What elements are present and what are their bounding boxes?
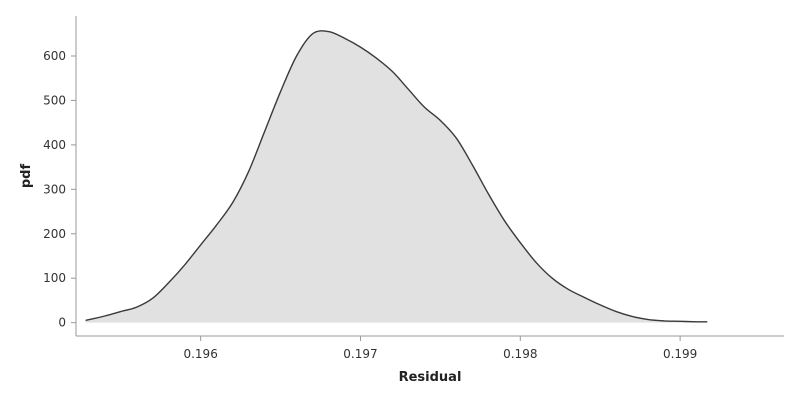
y-tick-label: 0 xyxy=(58,316,66,330)
density-area-fill xyxy=(85,30,708,323)
y-axis-title: pdf xyxy=(19,164,34,189)
x-axis-ticks: 0.196 0.197 0.198 0.199 xyxy=(183,336,697,361)
x-tick-label: 0.199 xyxy=(663,347,697,361)
x-tick-label: 0.197 xyxy=(343,347,377,361)
y-tick-label: 300 xyxy=(43,182,66,196)
y-axis-ticks: 0 100 200 300 400 500 600 xyxy=(43,49,76,330)
y-tick-label: 100 xyxy=(43,271,66,285)
plot-area xyxy=(85,30,708,323)
x-axis-title: Residual xyxy=(399,370,462,385)
y-tick-label: 400 xyxy=(43,138,66,152)
x-tick-label: 0.196 xyxy=(183,347,217,361)
y-tick-label: 600 xyxy=(43,49,66,63)
y-tick-label: 200 xyxy=(43,227,66,241)
x-tick-label: 0.198 xyxy=(503,347,537,361)
density-curve xyxy=(85,30,708,323)
y-tick-label: 500 xyxy=(43,93,66,107)
